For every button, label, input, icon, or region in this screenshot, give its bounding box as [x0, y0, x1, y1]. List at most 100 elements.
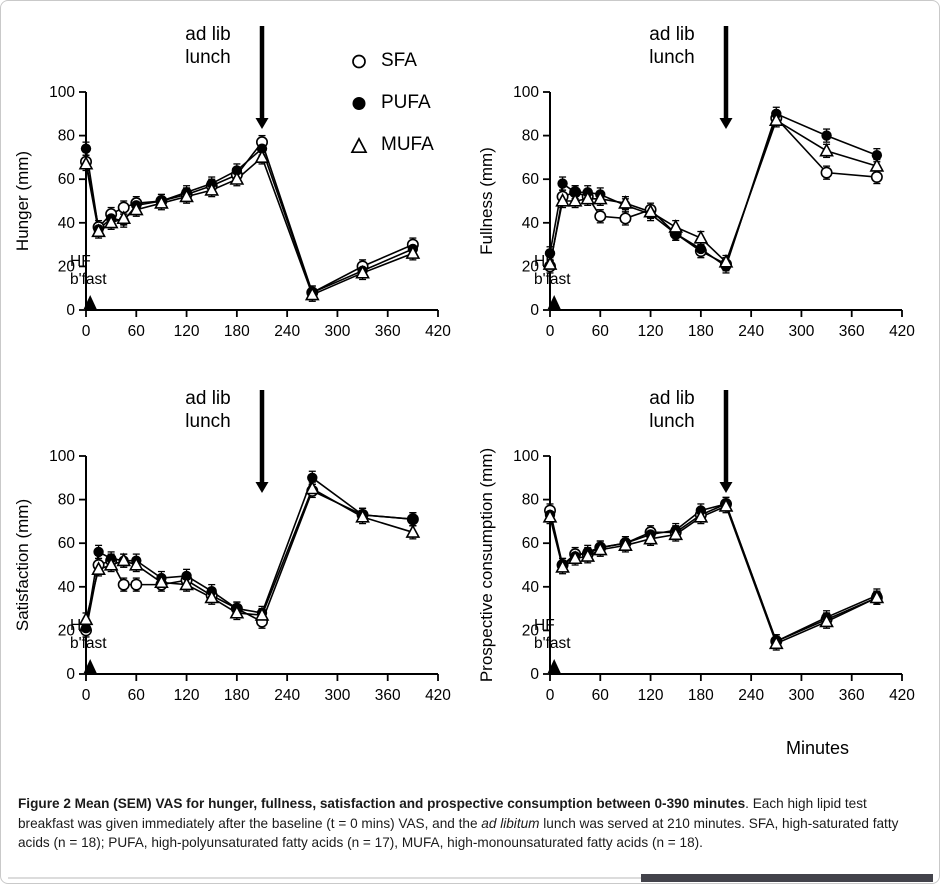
y-axis-label: Hunger (mm) — [13, 151, 32, 251]
legend-item-mufa: MUFA — [350, 134, 434, 156]
x-tick-label: 0 — [82, 323, 91, 340]
axes: 0 60 120 180 240 300 360 420 0 20 40 60 80 100 Fullnes… — [477, 84, 915, 340]
series-pufa-markers — [80, 472, 419, 634]
x-tick-label: 60 — [592, 323, 610, 340]
series-mufa-markers — [542, 498, 885, 650]
axes: 0 60 120 180 240 300 360 420 0 20 40 60 80 100 Prospec… — [477, 448, 915, 704]
x-tick-label: 240 — [274, 323, 300, 340]
y-tick-label: 0 — [530, 302, 539, 319]
prospective-consumption-chart: 0 60 120 180 240 300 360 420 0 20 40 60 80 100 Prospec… — [477, 388, 915, 704]
svg-text:lunch: lunch — [649, 47, 694, 68]
caption-title: Figure 2 Mean (SEM) VAS for hunger, full… — [18, 796, 746, 811]
y-tick-label: 20 — [58, 622, 76, 639]
y-tick-label: 80 — [58, 128, 76, 145]
x-tick-label: 360 — [375, 687, 401, 704]
y-tick-label: 40 — [522, 579, 540, 596]
y-tick-label: 100 — [513, 84, 539, 101]
footer-bar — [641, 874, 933, 882]
svg-text:ad lib: ad lib — [649, 24, 694, 45]
x-tick-label: 0 — [546, 687, 555, 704]
y-tick-label: 60 — [58, 535, 76, 552]
open-triangle-marker-icon — [350, 136, 368, 153]
y-tick-label: 40 — [58, 215, 76, 232]
svg-text:HF: HF — [534, 617, 555, 634]
breakfast-arrowhead-icon — [83, 659, 97, 673]
caption-text-1: . Each high lipid test breakfast was giv… — [18, 796, 867, 831]
series-mufa-line — [82, 481, 417, 627]
svg-text:ad lib: ad lib — [185, 24, 230, 45]
series-mufa-markers — [78, 149, 421, 301]
svg-text:ad lib: ad lib — [185, 388, 230, 409]
x-tick-label: 240 — [274, 687, 300, 704]
x-tick-label: 120 — [174, 687, 200, 704]
y-tick-label: 60 — [58, 171, 76, 188]
x-tick-label: 60 — [128, 687, 146, 704]
hf-breakfast-annotation: HFb'fast — [70, 253, 107, 309]
footer-rule — [8, 877, 932, 879]
legend-label-pufa: PUFA — [381, 92, 431, 113]
panel-satisfaction: 0 60 120 180 240 300 360 420 0 20 40 60 80 100 Satisfa… — [8, 372, 468, 724]
y-tick-label: 100 — [49, 84, 75, 101]
lunch-arrowhead-icon — [255, 482, 269, 494]
legend-item-pufa: PUFA — [350, 92, 434, 114]
legend-label-sfa: SFA — [381, 50, 417, 71]
hf-breakfast-annotation: HFb'fast — [534, 617, 571, 673]
y-tick-label: 0 — [66, 302, 75, 319]
x-tick-label: 300 — [788, 687, 814, 704]
x-tick-label: 360 — [839, 687, 865, 704]
series-sfa-markers — [80, 136, 419, 299]
svg-text:b'fast: b'fast — [70, 635, 107, 652]
open-circle-marker-icon — [352, 54, 366, 68]
panel-fullness: 0 60 120 180 240 300 360 420 0 20 40 60 80 100 Fullnes… — [472, 8, 932, 360]
x-tick-label: 0 — [82, 687, 91, 704]
x-tick-label: 60 — [592, 687, 610, 704]
legend: SFA PUFA MUFA — [350, 50, 434, 156]
x-tick-label: 240 — [738, 687, 764, 704]
series-pufa-markers — [544, 108, 883, 272]
series-mufa-line — [546, 498, 881, 651]
figure-caption: Figure 2 Mean (SEM) VAS for hunger, full… — [18, 794, 920, 853]
x-tick-label: 60 — [128, 323, 146, 340]
y-tick-label: 0 — [530, 666, 539, 683]
series-mufa-markers — [78, 480, 421, 626]
x-tick-label: 300 — [324, 687, 350, 704]
x-tick-label: 180 — [224, 323, 250, 340]
x-tick-label: 0 — [546, 323, 555, 340]
x-tick-label: 300 — [324, 323, 350, 340]
caption-italic: ad libitum — [481, 815, 540, 831]
legend-item-sfa: SFA — [350, 50, 434, 72]
axes: 0 60 120 180 240 300 360 420 0 20 40 60 80 100 Hunger … — [13, 84, 451, 340]
x-tick-label: 420 — [889, 323, 915, 340]
x-tick-label: 300 — [788, 323, 814, 340]
x-tick-label: 180 — [688, 323, 714, 340]
x-tick-label: 120 — [174, 323, 200, 340]
svg-text:lunch: lunch — [649, 411, 694, 432]
svg-text:HF: HF — [70, 253, 91, 270]
series-mufa-line — [82, 150, 417, 302]
series-mufa-markers — [542, 112, 885, 270]
svg-text:b'fast: b'fast — [70, 271, 107, 288]
y-tick-label: 40 — [522, 215, 540, 232]
svg-text:lunch: lunch — [185, 47, 230, 68]
x-tick-label: 120 — [638, 323, 664, 340]
svg-text:b'fast: b'fast — [534, 271, 571, 288]
axes: 0 60 120 180 240 300 360 420 0 20 40 60 80 100 Satisfa… — [13, 448, 451, 704]
x-tick-label: 420 — [425, 323, 451, 340]
x-tick-label: 120 — [638, 687, 664, 704]
fullness-chart: 0 60 120 180 240 300 360 420 0 20 40 60 80 100 Fullnes… — [477, 24, 915, 340]
y-axis-label: Fullness (mm) — [477, 147, 496, 255]
x-tick-label: 420 — [889, 687, 915, 704]
panel-prospective-consumption: 0 60 120 180 240 300 360 420 0 20 40 60 80 100 Prospec… — [472, 372, 932, 724]
breakfast-arrowhead-icon — [83, 295, 97, 309]
y-tick-label: 80 — [522, 128, 540, 145]
lunch-arrowhead-icon — [255, 118, 269, 130]
y-tick-label: 100 — [513, 448, 539, 465]
x-axis-label: Minutes — [786, 738, 850, 758]
panel-hunger: 0 60 120 180 240 300 360 420 0 20 40 60 80 100 Hunger … — [8, 8, 468, 360]
series-pufa-line — [82, 470, 417, 636]
x-tick-label: 240 — [738, 323, 764, 340]
y-tick-label: 100 — [49, 448, 75, 465]
